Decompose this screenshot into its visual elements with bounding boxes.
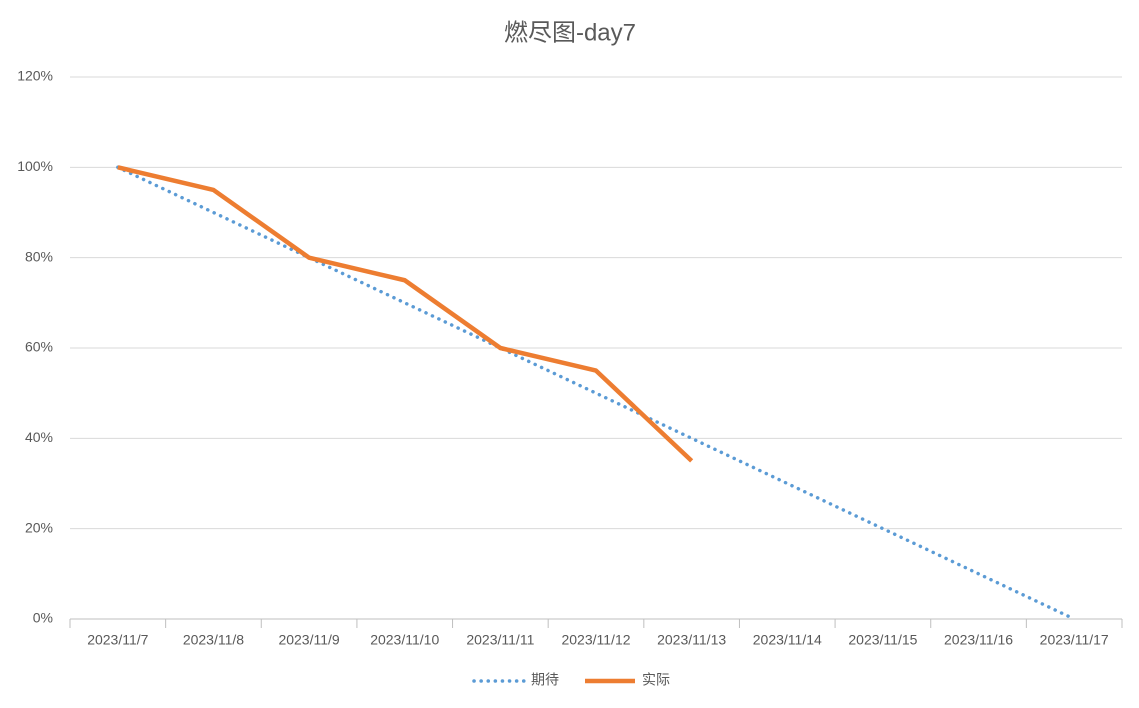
x-tick-label: 2023/11/13: [657, 632, 726, 648]
x-tick-label: 2023/11/10: [370, 632, 439, 648]
y-tick-label: 120%: [17, 68, 53, 84]
y-tick-label: 60%: [25, 339, 53, 355]
legend-label: 期待: [531, 672, 559, 688]
x-tick-label: 2023/11/15: [848, 632, 917, 648]
x-tick-label: 2023/11/9: [278, 632, 339, 648]
y-tick-label: 40%: [25, 429, 53, 445]
series-line: [116, 165, 1076, 621]
x-tick-label: 2023/11/17: [1040, 632, 1109, 648]
y-tick-label: 80%: [25, 248, 53, 264]
x-tick-label: 2023/11/11: [466, 632, 534, 648]
series-line: [117, 165, 694, 463]
legend-label: 实际: [642, 672, 670, 688]
x-tick-label: 2023/11/16: [944, 632, 1013, 648]
chart-title: 燃尽图-day7: [504, 19, 636, 46]
y-tick-label: 0%: [33, 610, 53, 626]
y-tick-label: 20%: [25, 519, 53, 535]
x-tick-label: 2023/11/14: [753, 632, 822, 648]
x-tick-label: 2023/11/7: [87, 632, 148, 648]
x-tick-label: 2023/11/8: [183, 632, 244, 648]
x-tick-label: 2023/11/12: [561, 632, 630, 648]
y-tick-label: 100%: [17, 158, 53, 174]
